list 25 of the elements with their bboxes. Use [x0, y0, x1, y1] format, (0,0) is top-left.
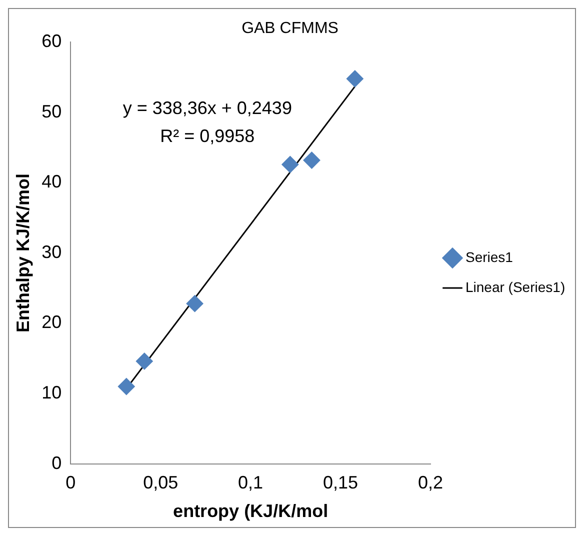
y-tick-label: 10 — [42, 382, 62, 402]
x-tick-label: 0,1 — [238, 472, 264, 493]
y-axis-title: Enthalpy KJ/K/mol — [12, 173, 33, 333]
y-tick-label: 30 — [42, 242, 62, 262]
x-tick-label: 0,2 — [418, 472, 444, 493]
x-tick-label: 0 — [66, 472, 76, 493]
y-tick-label: 60 — [42, 31, 62, 52]
x-axis-title: entropy (KJ/K/mol — [173, 501, 328, 522]
x-tick-label: 0,15 — [323, 472, 358, 493]
point — [118, 378, 135, 396]
point — [303, 152, 320, 169]
chart-title: GAB CFMMS — [242, 20, 338, 38]
annotation: y = 338,36x + 0,2439 — [122, 98, 292, 118]
point — [186, 295, 204, 312]
y-tick-label: 0 — [52, 452, 62, 473]
point — [346, 70, 364, 88]
annotation: R² = 0,9958 — [160, 126, 255, 146]
legend-label: Linear (Series1) — [466, 278, 566, 295]
x-tick-label: 0,05 — [143, 472, 178, 493]
point — [136, 352, 153, 370]
y-tick-label: 20 — [42, 312, 62, 332]
point — [282, 156, 299, 173]
legend-label: Series1 — [466, 248, 514, 265]
y-tick-label: 40 — [42, 172, 62, 192]
y-tick-label: 50 — [42, 101, 62, 122]
